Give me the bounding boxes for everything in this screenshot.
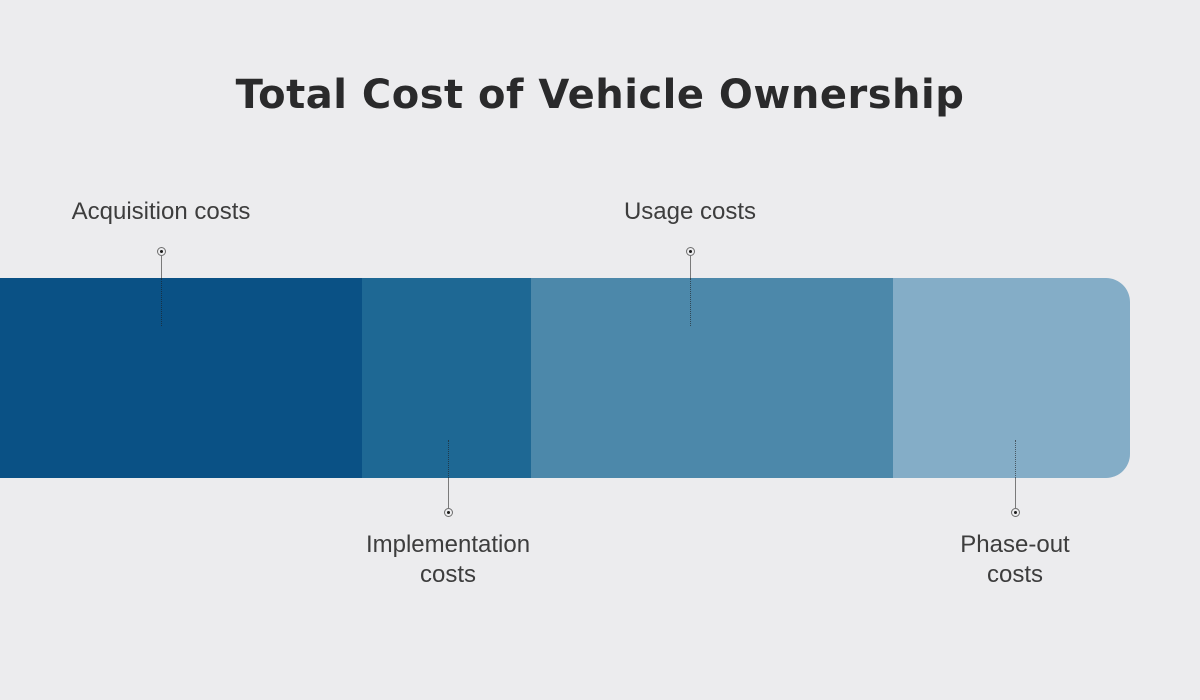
- connector-line-usage: [689, 256, 691, 278]
- connector-line-phase-out-inside-bar: [1014, 440, 1016, 478]
- segment-phase-out-costs: [892, 278, 1130, 478]
- label-usage-costs: Usage costs: [623, 198, 757, 225]
- label-implementation-costs: Implementation costs: [365, 531, 531, 588]
- stacked-bar: [0, 278, 1130, 478]
- chart-title: Total Cost of Vehicle Ownership: [235, 72, 965, 118]
- connector-dot-acquisition: [156, 246, 166, 256]
- connector-line-acquisition: [160, 256, 162, 278]
- connector-line-implementation: [447, 478, 449, 508]
- connector-line-acquisition-inside-bar: [160, 278, 162, 326]
- label-acquisition-costs: Acquisition costs: [71, 198, 251, 225]
- connector-line-usage-inside-bar: [689, 278, 691, 326]
- segment-usage-costs: [531, 278, 893, 478]
- label-phase-out-costs: Phase-out costs: [960, 531, 1070, 588]
- connector-dot-phase-out: [1010, 507, 1020, 517]
- connector-line-implementation-inside-bar: [447, 440, 449, 478]
- connector-line-phase-out: [1014, 478, 1016, 508]
- segment-implementation-costs: [361, 278, 532, 478]
- connector-dot-implementation: [443, 507, 453, 517]
- connector-dot-usage: [685, 246, 695, 256]
- segment-acquisition-costs: [0, 278, 362, 478]
